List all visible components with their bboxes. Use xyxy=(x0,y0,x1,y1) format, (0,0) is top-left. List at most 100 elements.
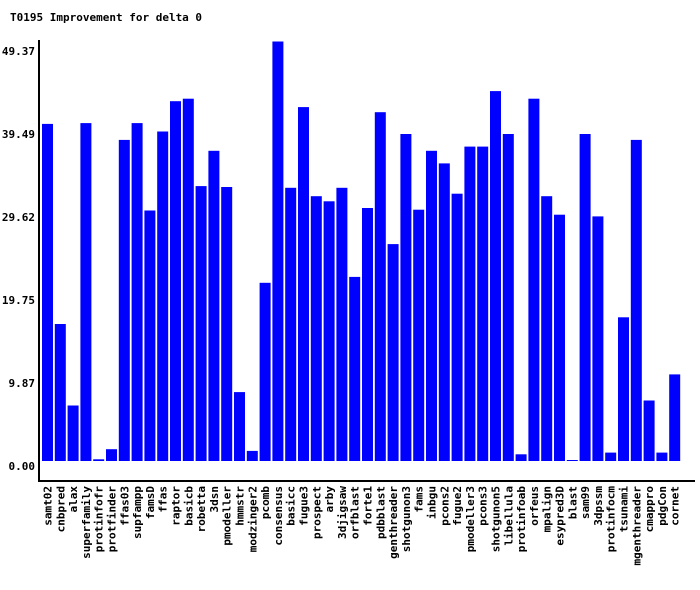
x-tick-label: modzinger2 xyxy=(246,486,259,552)
bar-raptor xyxy=(170,101,181,461)
x-tick-label: basicb xyxy=(182,486,195,526)
bar-3dpssm xyxy=(592,216,604,461)
bar-tsunami xyxy=(618,317,629,461)
bar-consensus xyxy=(272,41,284,461)
bar-ffas xyxy=(157,131,169,461)
chart-title: T0195 Improvement for delta 0 xyxy=(10,11,202,24)
x-tick-label: esypred3D xyxy=(554,486,567,546)
x-tick-label: protinfoab xyxy=(515,486,528,553)
x-tick-label: raptor xyxy=(170,486,183,526)
x-tick-label: pdgCon xyxy=(656,486,669,526)
x-tick-label: famsD xyxy=(144,486,157,519)
bar-samt02 xyxy=(42,123,53,462)
x-tick-label: pmodeller xyxy=(221,486,234,546)
x-tick-label: shotgunon3 xyxy=(400,486,413,552)
bar-pcomb xyxy=(259,282,271,461)
bar-hmmstr xyxy=(234,392,245,461)
x-tick-label: arby xyxy=(323,486,336,513)
bar-fugue3 xyxy=(298,107,309,461)
x-tick-label: fugue2 xyxy=(451,486,464,526)
x-tick-label: ffas xyxy=(157,486,170,513)
x-tick-label: libellula xyxy=(502,486,515,546)
x-tick-label: protinfocm xyxy=(605,486,618,553)
x-tick-label: pdbblast xyxy=(374,486,387,539)
x-tick-label: pcons3 xyxy=(477,486,490,526)
x-tick-label: forte1 xyxy=(362,486,375,526)
bar-pmodeller3 xyxy=(464,146,476,461)
bar-prospect xyxy=(310,196,322,461)
bar-pdgCon xyxy=(656,452,668,461)
bar-sam99 xyxy=(579,134,591,461)
bar-blast xyxy=(566,460,578,461)
y-tick-label: 19.75 xyxy=(2,294,35,307)
bar-basicb xyxy=(182,98,194,461)
x-tick-label: orfeus xyxy=(528,486,541,526)
y-tick-label: 29.62 xyxy=(2,211,35,224)
bar-libellula xyxy=(502,134,514,461)
bar-3dsn xyxy=(208,150,220,462)
x-tick-label: superfamily xyxy=(80,486,93,559)
bar-robetta xyxy=(195,186,207,461)
bar-mpalign xyxy=(541,196,553,461)
x-tick-label: 3dsn xyxy=(208,486,221,513)
x-tick-label: samt02 xyxy=(42,486,55,526)
bar-pdbblast xyxy=(374,112,386,461)
bar-mgenthreader xyxy=(630,139,642,461)
x-tick-label: 3dpssm xyxy=(592,486,605,526)
bar-cornet xyxy=(669,374,681,461)
x-tick-label: cmappro xyxy=(643,486,656,533)
bar-pcons2 xyxy=(438,163,450,461)
bar-superfamily xyxy=(80,123,92,461)
bar-famsD xyxy=(144,210,156,461)
bar-cmappro xyxy=(643,400,655,461)
bar-pcons3 xyxy=(477,146,489,461)
x-tick-label: alax xyxy=(67,486,80,513)
x-tick-label: pmodeller3 xyxy=(464,486,477,552)
x-tick-label: consensus xyxy=(272,486,285,546)
x-tick-label: genthreader xyxy=(387,486,400,559)
x-tick-label: tsunami xyxy=(618,486,631,533)
bar-modzinger2 xyxy=(246,450,258,461)
bar-pmodeller xyxy=(221,187,233,461)
x-tick-label: protinfofr xyxy=(93,486,106,553)
bar-fams xyxy=(413,209,425,461)
bar-protinfocm xyxy=(605,452,617,461)
x-tick-label: mgenthreader xyxy=(630,486,643,566)
x-tick-label: pcons2 xyxy=(438,486,451,526)
bar-shotgunon5 xyxy=(490,91,501,461)
x-tick-label: fugue3 xyxy=(298,486,311,526)
bar-fugue2 xyxy=(451,193,463,461)
bar-basicc xyxy=(285,187,297,462)
x-tick-label: blast xyxy=(566,486,579,519)
x-tick-label: cornet xyxy=(669,486,682,526)
y-tick-label: 9.87 xyxy=(9,377,36,390)
bar-ffas03 xyxy=(118,139,130,461)
x-tick-label: inbgu xyxy=(426,486,439,519)
x-tick-label: sam99 xyxy=(579,486,592,519)
x-tick-label: orfblast xyxy=(349,486,362,539)
x-tick-label: fams xyxy=(413,486,426,513)
x-tick-label: mpalign xyxy=(541,486,554,532)
y-tick-label: 0.00 xyxy=(9,460,36,473)
y-tick-label: 39.49 xyxy=(2,128,35,141)
bar-orfeus xyxy=(528,98,540,461)
bar-protfinder xyxy=(106,449,117,461)
x-tick-label: cnbpred xyxy=(54,486,67,532)
bar-forte1 xyxy=(362,208,373,461)
y-tick-label: 49.37 xyxy=(2,45,35,58)
bar-orfblast xyxy=(349,276,361,461)
x-tick-label: hmmstr xyxy=(234,486,247,526)
x-tick-label: basicc xyxy=(285,486,298,526)
bar-supfampp xyxy=(131,123,143,461)
bar-protinfofr xyxy=(93,459,105,461)
bar-3djigsaw xyxy=(336,187,348,462)
bar-protinfoab xyxy=(515,454,527,461)
x-tick-label: prospect xyxy=(310,486,323,539)
x-tick-label: 3djigsaw xyxy=(336,486,349,539)
bar-arby xyxy=(323,201,335,462)
bar-genthreader xyxy=(387,244,399,461)
bar-inbgu xyxy=(426,150,437,462)
x-tick-label: protfinder xyxy=(106,486,119,553)
x-tick-label: supfampp xyxy=(131,486,144,539)
